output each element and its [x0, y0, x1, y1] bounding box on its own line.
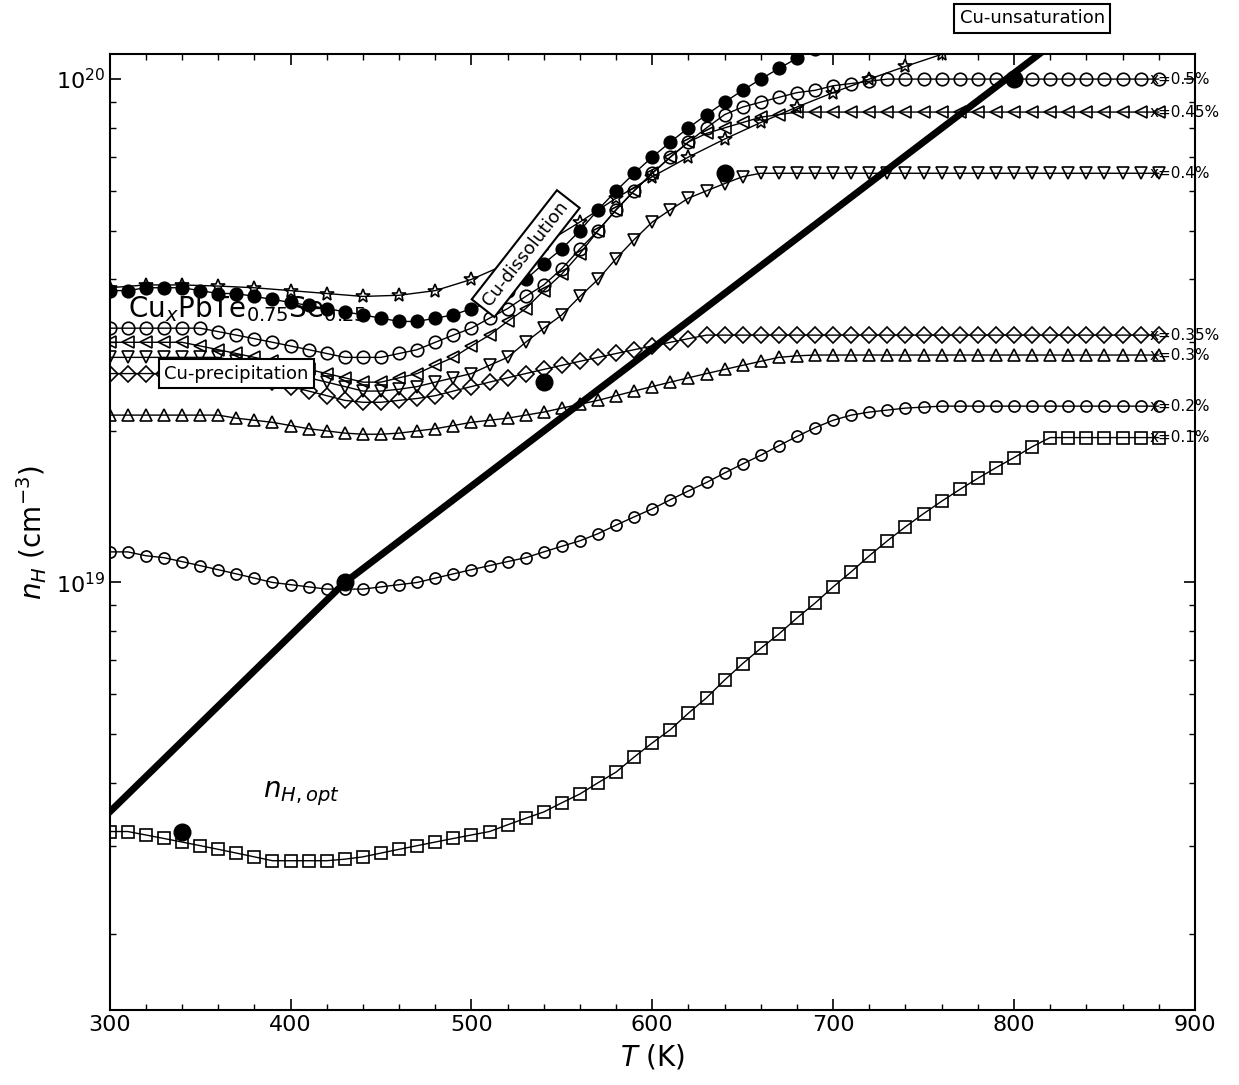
Text: Cu-dissolution: Cu-dissolution [479, 197, 572, 309]
Text: x=0.3%: x=0.3% [1150, 347, 1211, 362]
X-axis label: $T$ (K): $T$ (K) [620, 1042, 685, 1071]
Text: x=0.1%: x=0.1% [1150, 430, 1211, 445]
Y-axis label: $n_H$ (cm$^{-3}$): $n_H$ (cm$^{-3}$) [14, 464, 48, 600]
Text: x=0.2%: x=0.2% [1150, 398, 1211, 413]
Text: Cu-precipitation: Cu-precipitation [164, 365, 309, 383]
Text: x=0.4%: x=0.4% [1150, 166, 1211, 181]
Text: x=0.45%: x=0.45% [1150, 104, 1219, 119]
Text: x=0.35%: x=0.35% [1150, 328, 1220, 343]
Text: x=0.5%: x=0.5% [1150, 72, 1211, 87]
Text: Cu$_x$PbTe$_{0.75}$Se$_{0.25}$: Cu$_x$PbTe$_{0.75}$Se$_{0.25}$ [128, 293, 366, 324]
Text: Cu-unsaturation: Cu-unsaturation [959, 10, 1105, 27]
Text: $n_{H,opt}$: $n_{H,opt}$ [264, 780, 339, 808]
